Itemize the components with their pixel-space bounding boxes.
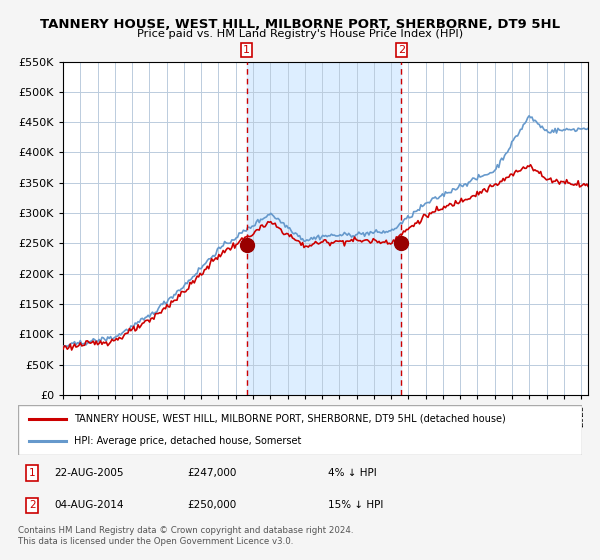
Text: £247,000: £247,000 bbox=[187, 468, 236, 478]
Text: 2: 2 bbox=[398, 45, 405, 55]
Text: 1: 1 bbox=[243, 45, 250, 55]
Text: 15% ↓ HPI: 15% ↓ HPI bbox=[328, 500, 383, 510]
Text: 04-AUG-2014: 04-AUG-2014 bbox=[55, 500, 124, 510]
Text: 1: 1 bbox=[29, 468, 35, 478]
FancyBboxPatch shape bbox=[18, 405, 582, 455]
Text: TANNERY HOUSE, WEST HILL, MILBORNE PORT, SHERBORNE, DT9 5HL (detached house): TANNERY HOUSE, WEST HILL, MILBORNE PORT,… bbox=[74, 414, 506, 424]
Text: £250,000: £250,000 bbox=[187, 500, 236, 510]
Bar bbox=[247, 62, 401, 395]
Text: 22-AUG-2005: 22-AUG-2005 bbox=[55, 468, 124, 478]
Text: 2: 2 bbox=[29, 500, 35, 510]
Text: Contains HM Land Registry data © Crown copyright and database right 2024.
This d: Contains HM Land Registry data © Crown c… bbox=[18, 526, 353, 546]
Text: HPI: Average price, detached house, Somerset: HPI: Average price, detached house, Some… bbox=[74, 436, 302, 446]
Text: 4% ↓ HPI: 4% ↓ HPI bbox=[328, 468, 377, 478]
Text: Price paid vs. HM Land Registry's House Price Index (HPI): Price paid vs. HM Land Registry's House … bbox=[137, 29, 463, 39]
Text: TANNERY HOUSE, WEST HILL, MILBORNE PORT, SHERBORNE, DT9 5HL: TANNERY HOUSE, WEST HILL, MILBORNE PORT,… bbox=[40, 18, 560, 31]
